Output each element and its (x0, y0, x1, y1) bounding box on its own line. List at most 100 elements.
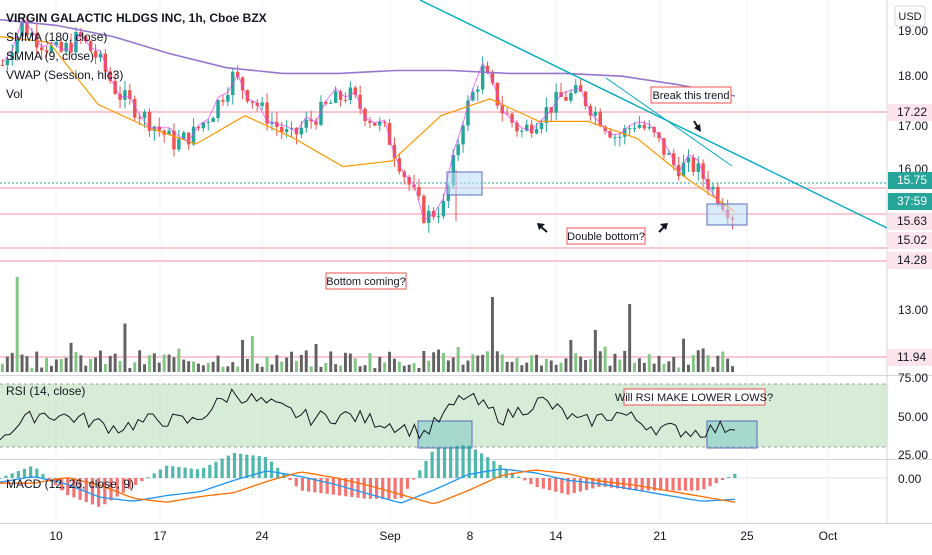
candle-body (696, 163, 700, 172)
macd-bar (720, 478, 725, 481)
macd-bar (554, 478, 558, 492)
macd-bar (362, 478, 366, 499)
note-bottom-coming[interactable]: Bottom coming? (325, 272, 407, 290)
candle-body (260, 102, 264, 106)
volume-bar (221, 366, 225, 372)
macd-bar (486, 457, 490, 478)
time-axis[interactable]: 10 17 24 Sep 8 14 21 25 Oct (49, 529, 838, 543)
currency-button[interactable]: USD (894, 5, 926, 27)
volume-bar (598, 351, 602, 372)
volume-bar (128, 367, 132, 372)
trend-line[interactable] (419, 0, 888, 229)
macd-bar (424, 460, 428, 478)
volume-bar (35, 351, 39, 372)
volume-bar (437, 349, 441, 372)
volume-bar (20, 354, 24, 372)
price-tag-label: 15.63 (897, 214, 927, 228)
candle-body (382, 121, 387, 123)
time-label: 25 (740, 529, 754, 543)
macd-bar (418, 470, 422, 478)
volume-bar (0, 363, 4, 372)
candle-body (471, 91, 475, 101)
volume-bar (54, 359, 58, 372)
volume-bar (422, 350, 426, 372)
macd-bar (652, 478, 657, 491)
candle-body (20, 22, 24, 37)
macd-bar (640, 478, 644, 491)
rsi-tick: 75.00 (898, 371, 928, 385)
candle-body (108, 71, 112, 81)
macd-bar (714, 478, 718, 484)
trend-line-secondary[interactable] (605, 77, 733, 167)
double-bottom-box-right[interactable] (706, 203, 748, 226)
candle-body (373, 122, 377, 126)
macd-bar (41, 474, 45, 478)
volume-bar (187, 361, 191, 372)
legend-vwap[interactable]: VWAP (Session, hlc3) (6, 68, 123, 82)
volume-bar (270, 364, 274, 372)
volume-bar (192, 361, 196, 372)
macd-bar (702, 478, 706, 490)
macd-bar (0, 478, 2, 479)
time-label: Sep (379, 529, 401, 543)
volume-bar (564, 358, 568, 372)
legend-rsi[interactable]: RSI (14, close) (6, 384, 85, 398)
macd-bar (350, 478, 354, 497)
candle-body (333, 91, 338, 103)
candle-body (378, 121, 382, 126)
candle-body (358, 94, 362, 109)
volume-bar (133, 362, 137, 372)
price-tag-bg (888, 193, 932, 210)
legend-macd[interactable]: MACD (12, 26, close, 9) (6, 477, 134, 491)
volume-bar (45, 357, 49, 372)
volume-bar (299, 354, 303, 372)
candle-body (30, 33, 34, 36)
double-bottom-box-left[interactable] (446, 171, 483, 196)
note-rsi-lows[interactable]: Will RSI MAKE LOWER LOWS? (615, 388, 773, 406)
price-tick: 18.00 (898, 69, 928, 83)
candle-body (407, 176, 411, 185)
price-tick: 19.00 (898, 24, 928, 38)
rsi-box-left[interactable] (417, 420, 473, 449)
rsi-tick: 25.00 (898, 448, 928, 462)
macd-bar (646, 478, 650, 491)
note-double-bottom-text: Double bottom? (567, 231, 645, 243)
volume-bar (427, 360, 431, 372)
time-label: 14 (549, 529, 563, 543)
candle-body (137, 117, 142, 119)
candle-body (422, 195, 426, 223)
candle-body (329, 102, 333, 104)
macd-line (0, 468, 736, 504)
legend-smma180[interactable]: SMMA (180, close) (6, 30, 107, 44)
candle-body (177, 138, 181, 150)
volume-bar (250, 336, 254, 372)
macd-bar (35, 468, 39, 478)
volume-bar (490, 297, 494, 372)
macd-signal-line (0, 469, 736, 505)
legend-smma9[interactable]: SMMA (9, close) (6, 49, 94, 63)
arrow-icon (537, 223, 548, 233)
volume-bar (706, 355, 710, 372)
volume-bar (226, 366, 230, 372)
volume-bar (500, 354, 504, 372)
macd-bar (374, 478, 379, 499)
legend-volume[interactable]: Vol (6, 87, 23, 101)
macd-bar (541, 478, 545, 489)
macd-bar (103, 478, 107, 505)
macd-bar (659, 478, 663, 491)
macd-bar (288, 478, 292, 481)
volume-bar (397, 361, 401, 372)
note-rsi-lows-text: Will RSI MAKE LOWER LOWS? (615, 392, 773, 404)
price-tag-bg (888, 252, 932, 269)
macd-bar (504, 468, 508, 478)
note-double-bottom[interactable]: Double bottom? (566, 227, 646, 245)
volume-bar (113, 353, 117, 372)
note-break-trend[interactable]: Break this trend (650, 86, 732, 104)
note-bottom-coming-text: Bottom coming? (326, 276, 405, 288)
volume-bar (613, 353, 617, 372)
candle-body (466, 100, 470, 126)
candle-body (392, 144, 397, 159)
volume-bar (549, 360, 553, 372)
rsi-box-right[interactable] (706, 420, 758, 449)
